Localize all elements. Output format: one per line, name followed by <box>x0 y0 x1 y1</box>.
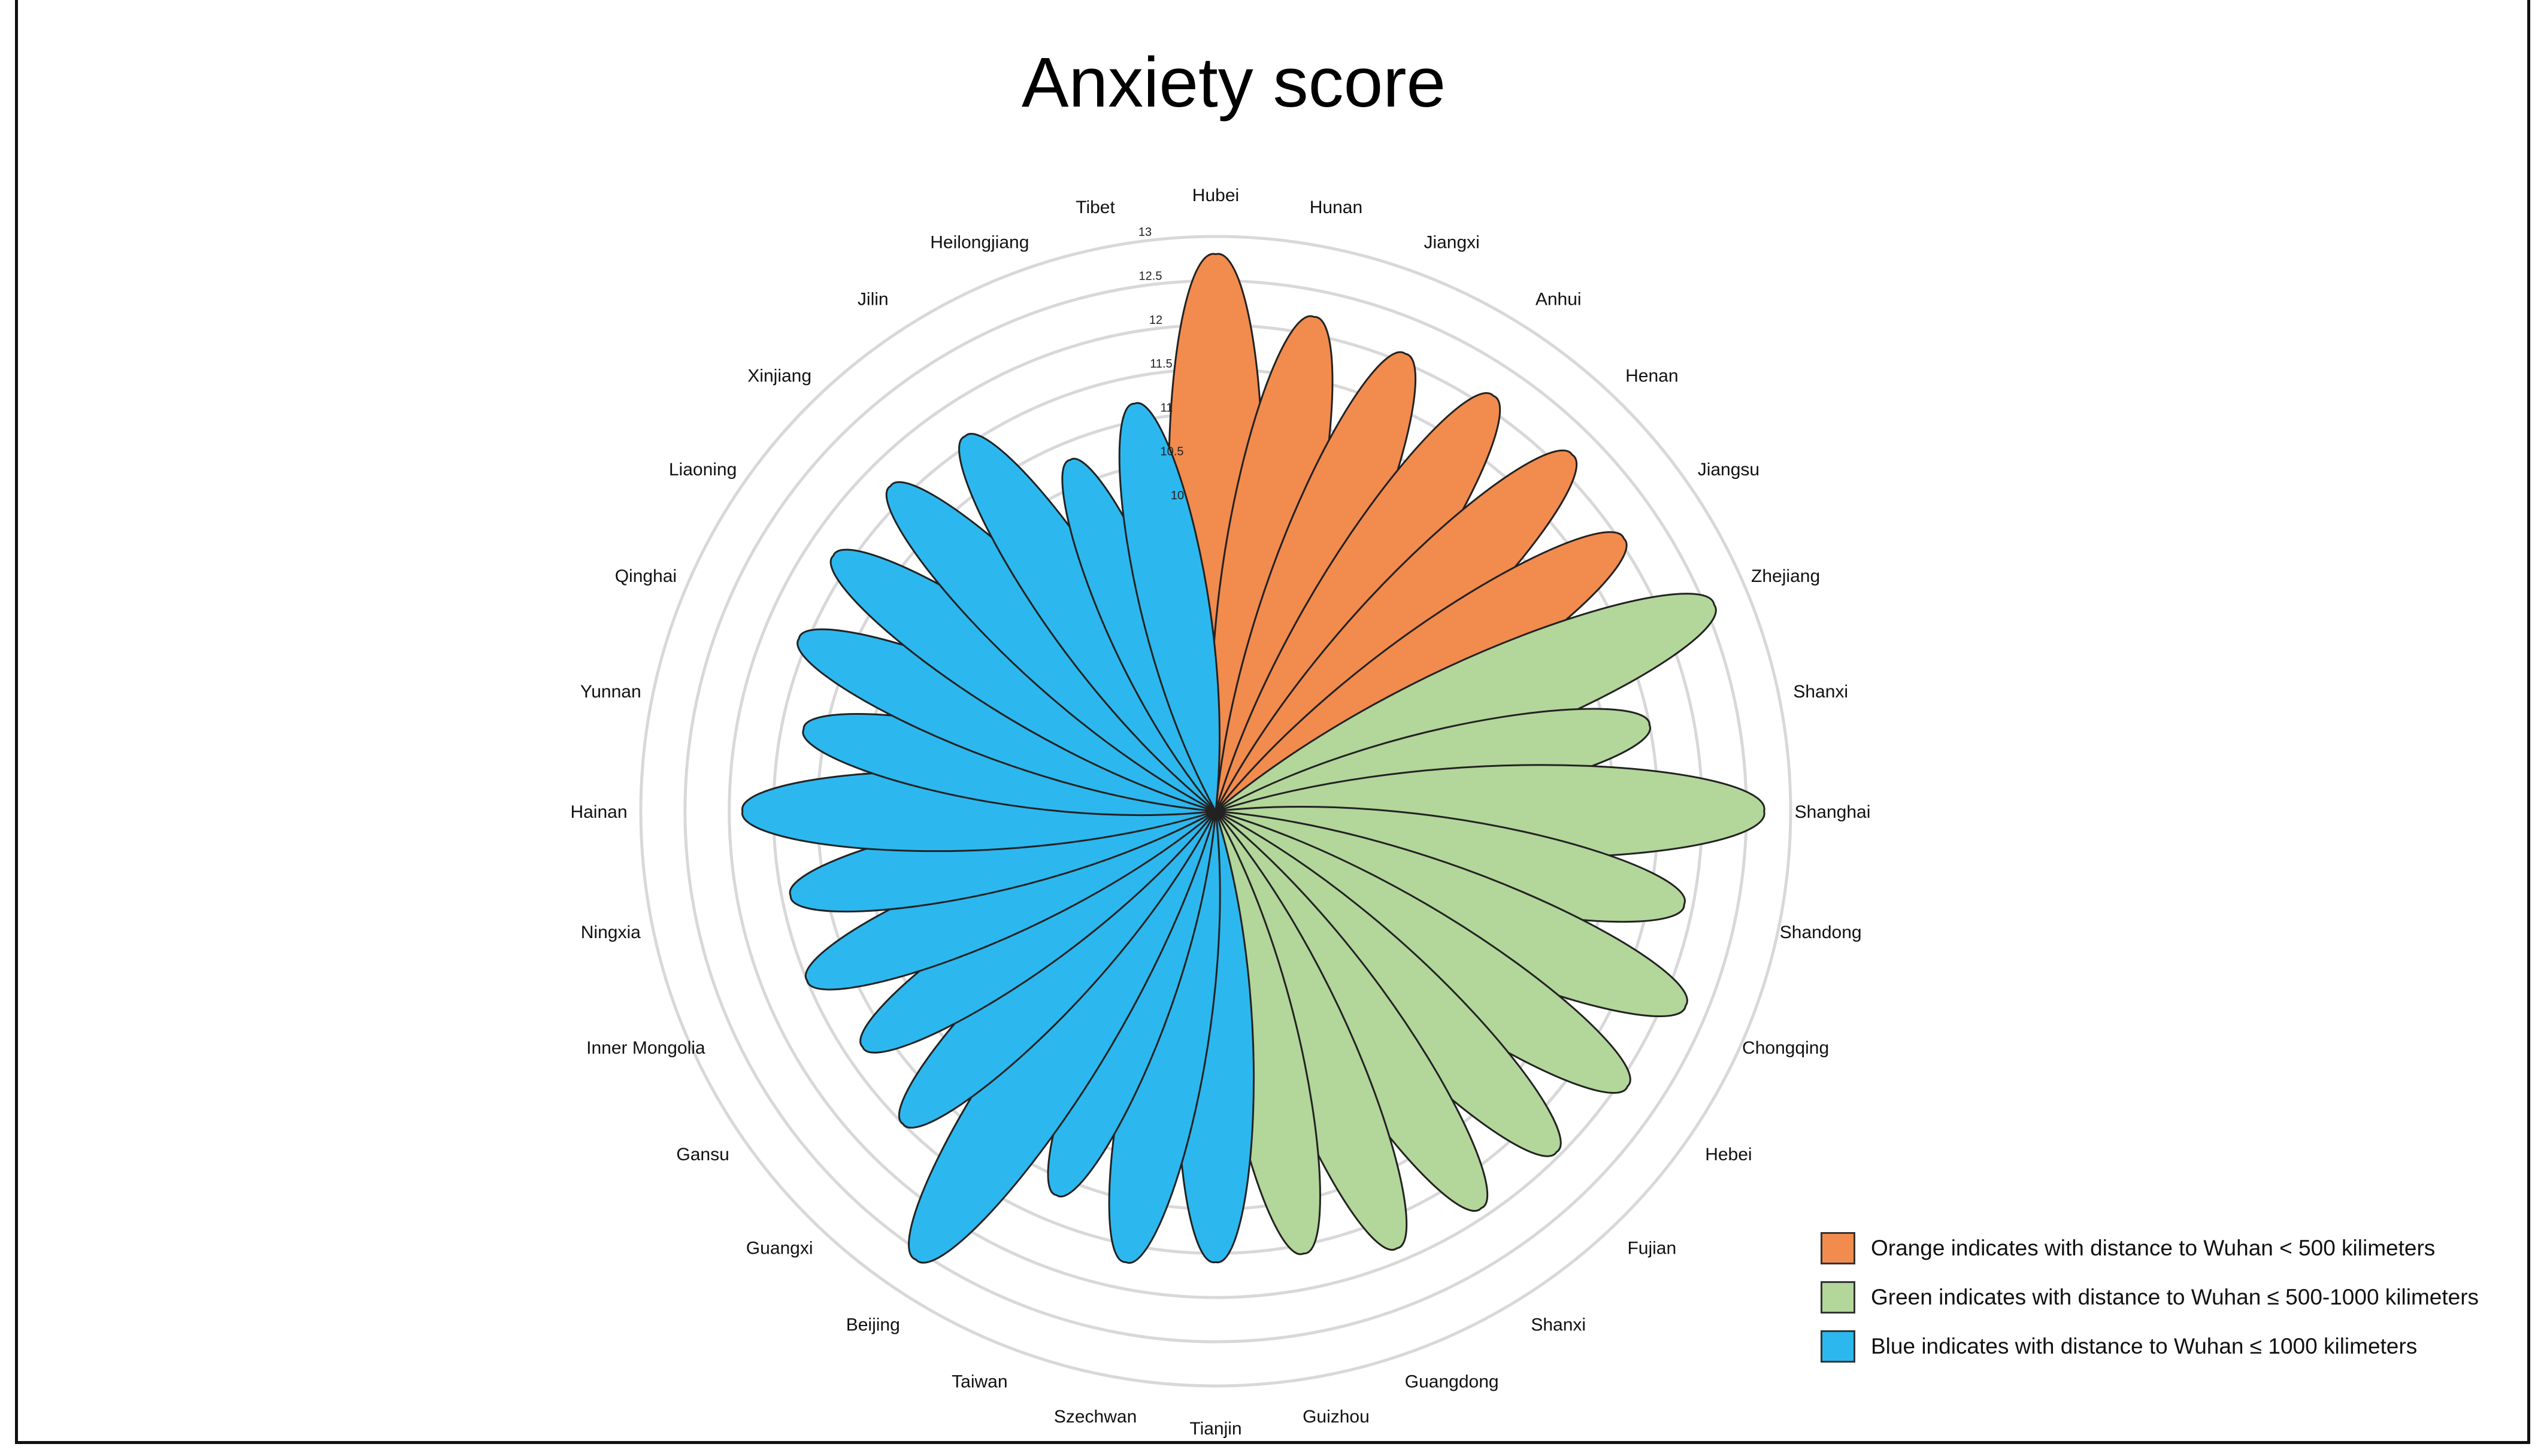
r-tick-label-4: 12 <box>1149 314 1162 327</box>
category-label-18: Taiwan <box>952 1372 1007 1392</box>
chart-title: Anxiety score <box>1021 43 1446 122</box>
category-label-27: Liaoning <box>669 460 737 480</box>
legend-item-blue: Blue indicates with distance to Wuhan ≤ … <box>1821 1322 2479 1371</box>
category-label-26: Qinghai <box>615 566 677 586</box>
category-label-5: Jiangsu <box>1698 460 1759 480</box>
category-label-28: Xinjiang <box>747 366 811 386</box>
legend-label-blue: Blue indicates with distance to Wuhan ≤ … <box>1871 1334 2418 1358</box>
category-label-10: Chongqing <box>1742 1038 1829 1058</box>
category-label-19: Beijing <box>846 1315 900 1334</box>
legend-item-orange: Orange indicates with distance to Wuhan … <box>1821 1224 2479 1273</box>
r-tick-label-5: 12.5 <box>1139 270 1162 283</box>
petal-tibet-31 <box>1118 402 1220 814</box>
figure-frame <box>15 0 2530 1444</box>
legend-swatch-orange <box>1821 1232 1855 1264</box>
category-label-22: Inner Mongolia <box>586 1038 705 1058</box>
category-label-12: Fujian <box>1627 1238 1676 1258</box>
legend-swatch-green <box>1821 1281 1855 1314</box>
category-label-30: Heilongjiang <box>930 232 1029 252</box>
category-label-13: Shanxi <box>1531 1315 1586 1334</box>
r-tick-label-3: 11.5 <box>1150 357 1172 371</box>
r-tick-label-6: 13 <box>1138 226 1152 239</box>
r-tick-label-1: 10.5 <box>1161 445 1184 459</box>
category-label-23: Ningxia <box>581 923 641 942</box>
category-label-31: Tibet <box>1076 198 1115 217</box>
category-label-1: Hunan <box>1310 198 1362 217</box>
grid-ring-6 <box>639 235 1792 1388</box>
legend-item-green: Green indicates with distance to Wuhan ≤… <box>1821 1273 2479 1322</box>
category-label-0: Hubei <box>1192 186 1239 205</box>
r-tick-label-2: 11 <box>1161 401 1173 414</box>
legend: Orange indicates with distance to Wuhan … <box>1821 1224 2479 1371</box>
category-label-25: Yunnan <box>580 682 641 702</box>
category-label-29: Jilin <box>858 290 889 310</box>
category-label-6: Zhejiang <box>1751 566 1820 586</box>
category-label-20: Guangxi <box>746 1238 813 1258</box>
category-label-9: Shandong <box>1780 923 1862 942</box>
category-label-24: Hainan <box>570 802 627 822</box>
category-label-15: Guizhou <box>1303 1407 1370 1427</box>
category-label-16: Tianjin <box>1189 1419 1241 1439</box>
category-label-17: Szechwan <box>1054 1407 1137 1427</box>
category-label-21: Gansu <box>676 1145 729 1164</box>
category-label-8: Shanghai <box>1795 802 1871 822</box>
category-label-4: Henan <box>1625 366 1678 386</box>
category-label-7: Shanxi <box>1793 682 1848 702</box>
r-tick-label-0: 10 <box>1171 489 1184 502</box>
legend-label-orange: Orange indicates with distance to Wuhan … <box>1871 1236 2436 1260</box>
category-label-3: Anhui <box>1536 290 1582 310</box>
legend-swatch-blue <box>1821 1330 1855 1363</box>
category-label-14: Guangdong <box>1405 1372 1499 1392</box>
category-label-11: Hebei <box>1705 1145 1752 1164</box>
legend-label-green: Green indicates with distance to Wuhan ≤… <box>1871 1285 2479 1309</box>
category-label-2: Jiangxi <box>1424 232 1479 252</box>
